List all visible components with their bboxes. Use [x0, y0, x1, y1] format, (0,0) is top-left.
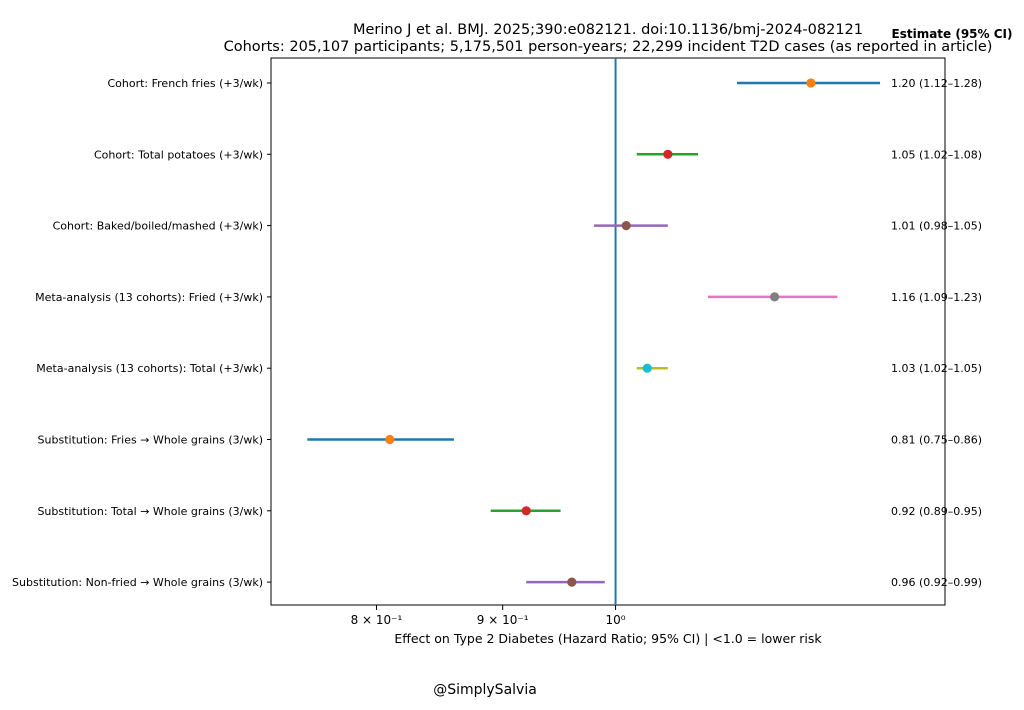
- point-estimate: [621, 221, 631, 231]
- forest-row: Meta-analysis (13 cohorts): Fried (+3/wk…: [35, 291, 982, 304]
- row-label: Substitution: Fries → Whole grains (3/wk…: [38, 434, 263, 447]
- forest-row: Cohort: Total potatoes (+3/wk) 1.05 (1.02…: [94, 148, 982, 161]
- x-tick-label: 9 × 10⁻¹: [477, 613, 529, 627]
- point-estimate: [521, 506, 531, 516]
- point-estimate: [663, 149, 673, 159]
- forest-row: Cohort: Baked/boiled/mashed (+3/wk) 1.01 …: [53, 220, 983, 233]
- row-label: Cohort: Baked/boiled/mashed (+3/wk): [53, 220, 263, 233]
- forest-row: Substitution: Fries → Whole grains (3/wk…: [38, 434, 983, 447]
- credit-text: @SimplySalvia: [433, 682, 537, 698]
- estimate-text: 1.03 (1.02–1.05): [891, 362, 982, 375]
- estimate-column-header: Estimate (95% CI): [892, 27, 1013, 41]
- point-estimate: [385, 434, 395, 445]
- row-label: Substitution: Total → Whole grains (3/wk…: [37, 505, 263, 518]
- chart-title-line-2: Cohorts: 205,107 participants; 5,175,501…: [224, 39, 993, 55]
- forest-row: Substitution: Non-fried → Whole grains (…: [12, 576, 982, 589]
- estimate-text: 1.16 (1.09–1.23): [891, 291, 982, 304]
- point-estimate: [806, 78, 816, 88]
- x-axis-label: Effect on Type 2 Diabetes (Hazard Ratio;…: [394, 631, 822, 646]
- forest-row: Meta-analysis (13 cohorts): Total (+3/wk…: [36, 362, 982, 375]
- estimate-text: 0.96 (0.92–0.99): [891, 576, 982, 589]
- point-estimate: [769, 292, 780, 302]
- chart-title-line-1: Merino J et al. BMJ. 2025;390:e082121. d…: [353, 22, 863, 38]
- forest-row: Cohort: French fries (+3/wk) 1.20 (1.12–1…: [107, 77, 982, 90]
- row-label: Cohort: French fries (+3/wk): [107, 77, 263, 90]
- row-label: Meta-analysis (13 cohorts): Total (+3/wk…: [36, 362, 263, 375]
- x-axis-ticks: 8 × 10⁻¹ 9 × 10⁻¹ 10⁰: [351, 605, 626, 627]
- plot-area-frame: [270, 57, 946, 606]
- estimate-text: 0.92 (0.89–0.95): [891, 505, 982, 518]
- x-tick-label: 8 × 10⁻¹: [351, 613, 403, 627]
- estimate-text: 0.81 (0.75–0.86): [891, 434, 982, 447]
- x-tick-label: 10⁰: [606, 613, 626, 627]
- row-label: Cohort: Total potatoes (+3/wk): [94, 148, 263, 161]
- point-estimate: [642, 363, 652, 373]
- point-estimate: [567, 577, 577, 587]
- estimate-text: 1.05 (1.02–1.08): [891, 148, 982, 161]
- row-label: Substitution: Non-fried → Whole grains (…: [12, 576, 263, 589]
- rows-layer: Cohort: French fries (+3/wk) 1.20 (1.12–1…: [12, 77, 982, 589]
- row-label: Meta-analysis (13 cohorts): Fried (+3/wk…: [35, 291, 263, 304]
- estimate-text: 1.20 (1.12–1.28): [891, 77, 982, 90]
- forest-row: Substitution: Total → Whole grains (3/wk…: [37, 505, 982, 518]
- estimate-text: 1.01 (0.98–1.05): [891, 220, 982, 233]
